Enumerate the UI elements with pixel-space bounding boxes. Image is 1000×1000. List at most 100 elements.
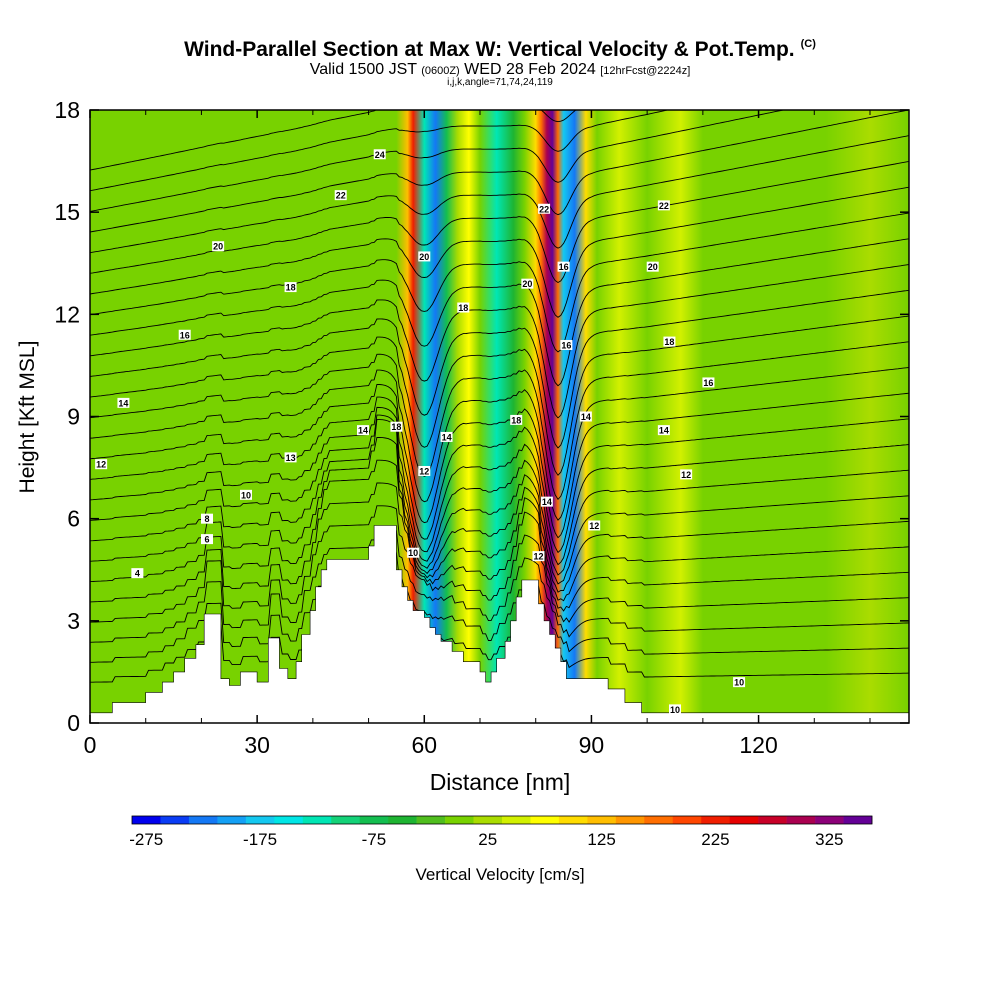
contour-label: 24: [373, 149, 386, 160]
chart-ijk-info: i,j,k,angle=71,74,24,119: [447, 77, 553, 88]
x-tick-label: 120: [739, 732, 777, 758]
svg-text:12: 12: [96, 460, 106, 470]
contour-label: 20: [212, 241, 225, 252]
colorbar-swatch: [701, 816, 730, 824]
svg-text:14: 14: [581, 412, 591, 422]
svg-text:22: 22: [659, 201, 669, 211]
contour-label: 14: [657, 425, 670, 436]
svg-text:14: 14: [542, 497, 552, 507]
svg-text:10: 10: [241, 490, 251, 500]
colorbar-swatch: [217, 816, 247, 824]
x-tick-label: 60: [411, 732, 437, 758]
contour-label: 16: [178, 329, 191, 340]
contour-label: 18: [663, 336, 676, 347]
x-axis-label: Distance [nm]: [430, 769, 571, 795]
svg-text:16: 16: [561, 340, 571, 350]
svg-text:12: 12: [681, 470, 691, 480]
velocity-field: [90, 110, 909, 723]
colorbar-swatch: [502, 816, 531, 824]
colorbar-swatch: [388, 816, 417, 824]
svg-text:10: 10: [670, 705, 680, 715]
contour-label: 20: [521, 278, 534, 289]
svg-text:20: 20: [522, 279, 532, 289]
svg-text:14: 14: [118, 398, 128, 408]
isentrope-line: [90, 406, 909, 566]
axes: 0 30 60 90 120 0 3 6 9 12 15 18: [54, 97, 909, 758]
svg-text:14: 14: [358, 426, 368, 436]
svg-text:6: 6: [204, 535, 209, 545]
svg-text:22: 22: [336, 191, 346, 201]
colorbar-tick-label: 225: [701, 830, 729, 849]
y-tick-label: 0: [67, 710, 80, 736]
contour-label: 14: [540, 496, 553, 507]
contour-label: 22: [657, 200, 670, 211]
isentrope-line: [90, 110, 909, 233]
svg-text:10: 10: [408, 548, 418, 558]
colorbar-swatch: [359, 816, 389, 824]
colorbar-tick-label: 125: [587, 830, 615, 849]
contour-label: 12: [680, 469, 693, 480]
contour-label: 10: [240, 489, 252, 500]
svg-text:18: 18: [391, 422, 401, 432]
svg-text:20: 20: [419, 252, 429, 262]
contour-label: 14: [357, 425, 369, 436]
contour-label: 4: [131, 568, 144, 579]
colorbar-swatch: [815, 816, 844, 824]
isentrope-line: [90, 505, 909, 623]
isentrope-line: [90, 573, 909, 683]
contour-label: 14: [579, 411, 592, 422]
svg-text:18: 18: [511, 415, 521, 425]
isentrope-line: [90, 110, 577, 171]
isentrope-line: [90, 550, 909, 663]
contour-label: 16: [702, 377, 715, 388]
copyright-mark: (C): [800, 38, 816, 50]
colorbar-tick-label: 25: [478, 830, 497, 849]
colorbar-swatch: [473, 816, 503, 824]
isentrope-line: [90, 482, 909, 612]
contour-label: 20: [646, 261, 659, 272]
colorbar-tick-label: -175: [243, 830, 277, 849]
colorbar-swatch: [758, 816, 787, 824]
colorbar-swatch: [331, 816, 360, 824]
isentrope-line: [90, 264, 909, 419]
isentrope-line: [90, 341, 909, 501]
svg-text:20: 20: [648, 262, 658, 272]
contour-label: 10: [407, 547, 420, 558]
svg-text:24: 24: [375, 150, 385, 160]
svg-text:8: 8: [204, 514, 209, 524]
y-tick-label: 12: [54, 301, 80, 327]
colorbar-swatch: [132, 816, 161, 824]
isentrope-line: [90, 289, 909, 449]
isentrope-line: [90, 437, 909, 593]
isentrope-line: [90, 238, 909, 387]
x-tick-label: 0: [84, 732, 97, 758]
isentrope-line: [90, 459, 909, 602]
svg-text:12: 12: [419, 466, 429, 476]
contour-label: 18: [284, 282, 297, 293]
isentrope-line: [90, 110, 786, 212]
contour-label: 18: [457, 302, 470, 313]
contour-label: 12: [532, 551, 545, 562]
colorbar-swatch: [274, 816, 304, 824]
terrain-mask: [90, 525, 909, 723]
isentrope-line: [90, 110, 670, 192]
x-tick-label: 90: [579, 732, 605, 758]
y-tick-label: 18: [54, 97, 80, 123]
colorbar-swatch: [843, 816, 873, 824]
isentrope-line: [90, 414, 909, 576]
colorbar-swatch: [302, 816, 332, 824]
contour-label: 10: [733, 677, 746, 688]
y-tick-label: 9: [67, 404, 80, 430]
colorbar-swatch: [672, 816, 702, 824]
isentrope-line: [90, 212, 909, 353]
contour-label: 10: [669, 704, 681, 715]
svg-text:4: 4: [135, 569, 140, 579]
y-tick-label: 3: [67, 608, 80, 634]
svg-text:18: 18: [286, 283, 296, 293]
contour-label: 18: [510, 414, 523, 425]
contour-label: 18: [390, 421, 403, 432]
colorbar-tick-label: -275: [129, 830, 163, 849]
potential-temperature-contours: [90, 110, 909, 683]
contour-label: 8: [201, 513, 213, 524]
